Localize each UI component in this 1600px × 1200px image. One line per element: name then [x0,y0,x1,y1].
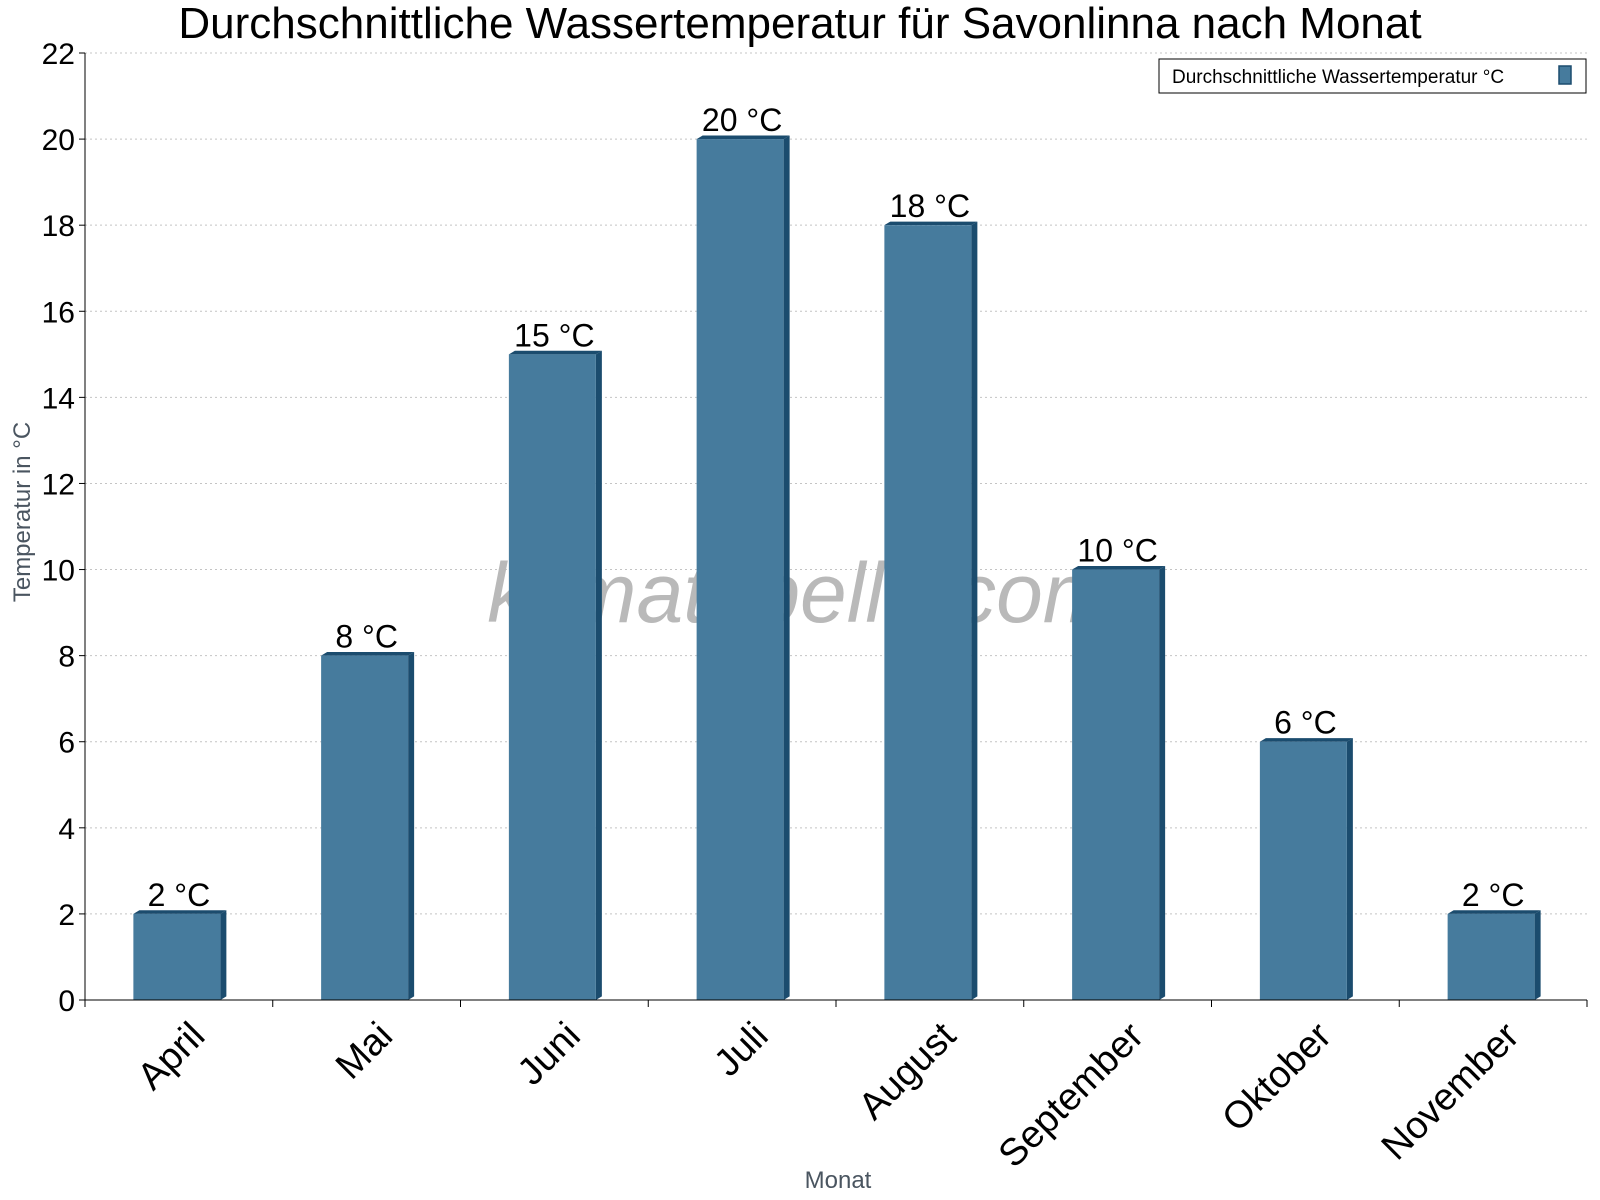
legend-swatch [1558,65,1572,85]
y-tick-label: 12 [42,468,75,501]
grid-lines [85,52,1587,915]
bar-side [1159,565,1166,1000]
bars [133,135,1541,1001]
x-tick-label: Juli [706,1015,776,1085]
bar-side [971,221,978,1001]
legend-label: Durchschnittliche Wassertemperatur °C [1172,67,1504,88]
data-label: 18 °C [890,188,970,224]
y-tick-label: 4 [58,813,75,846]
bar-top [321,652,415,656]
x-tick-label: April [130,1015,213,1098]
y-tick-label: 0 [58,985,75,1018]
data-label: 8 °C [335,619,398,655]
data-label: 6 °C [1274,705,1337,741]
data-label: 2 °C [1462,877,1525,913]
bar-top [1072,565,1166,570]
bar-side [1346,738,1353,1000]
bar [508,354,596,1000]
y-tick-label: 6 [58,727,75,760]
bar [1447,913,1535,1000]
legend-box [1158,58,1587,94]
bar [696,139,784,1000]
y-axis-title: Temperatur in °C [9,422,36,602]
y-tick-label: 20 [42,124,75,157]
y-tick-labels: 0 2 4 6 8 10 12 14 16 18 20 22 [42,38,75,1018]
bar-side [1534,910,1541,1000]
bar-side [783,135,790,1000]
data-label: 10 °C [1077,533,1157,569]
bar [321,655,409,1000]
bar-top [884,221,978,226]
bar [884,225,972,1000]
bar-side [408,652,415,1000]
y-tick-label: 10 [42,555,75,588]
bar [133,913,221,1000]
data-label: 15 °C [514,317,594,353]
axes [79,52,1588,1007]
bar-top [1259,738,1353,742]
x-tick-label: November [1374,1014,1528,1168]
y-tick-label: 22 [42,38,75,71]
data-label: 2 °C [148,877,211,913]
x-tick-label: Oktober [1214,1014,1340,1140]
x-tick-labels: April Mai Juni Juli August September Oktober No… [130,1014,1528,1175]
bar-top [1447,910,1541,914]
y-tick-label: 16 [42,296,75,329]
bar-side [220,910,227,1000]
bar [1259,741,1347,1000]
x-tick-label: August [851,1014,965,1128]
bar-top [508,350,602,355]
x-tick-label: September [991,1014,1152,1175]
y-tick-label: 14 [42,382,75,415]
data-labels: 2 °C 8 °C 15 °C 20 °C 18 °C 10 °C 6 °C 2 °C [148,102,1525,913]
y-tick-label: 2 [58,899,75,932]
chart-title: Durchschnittliche Wassertemperatur für S… [178,0,1421,48]
x-tick-label: Juni [510,1015,589,1094]
y-tick-label: 18 [42,210,75,243]
x-tick-label: Mai [328,1015,401,1088]
y-tick-label: 8 [58,641,75,674]
bar-top [696,135,790,140]
bar-side [595,350,602,1001]
legend: Durchschnittliche Wassertemperatur °C [1158,58,1587,94]
bar-top [133,910,227,914]
x-axis-title: Monat [805,1167,872,1194]
data-label: 20 °C [702,102,782,138]
bar [1072,569,1160,1000]
